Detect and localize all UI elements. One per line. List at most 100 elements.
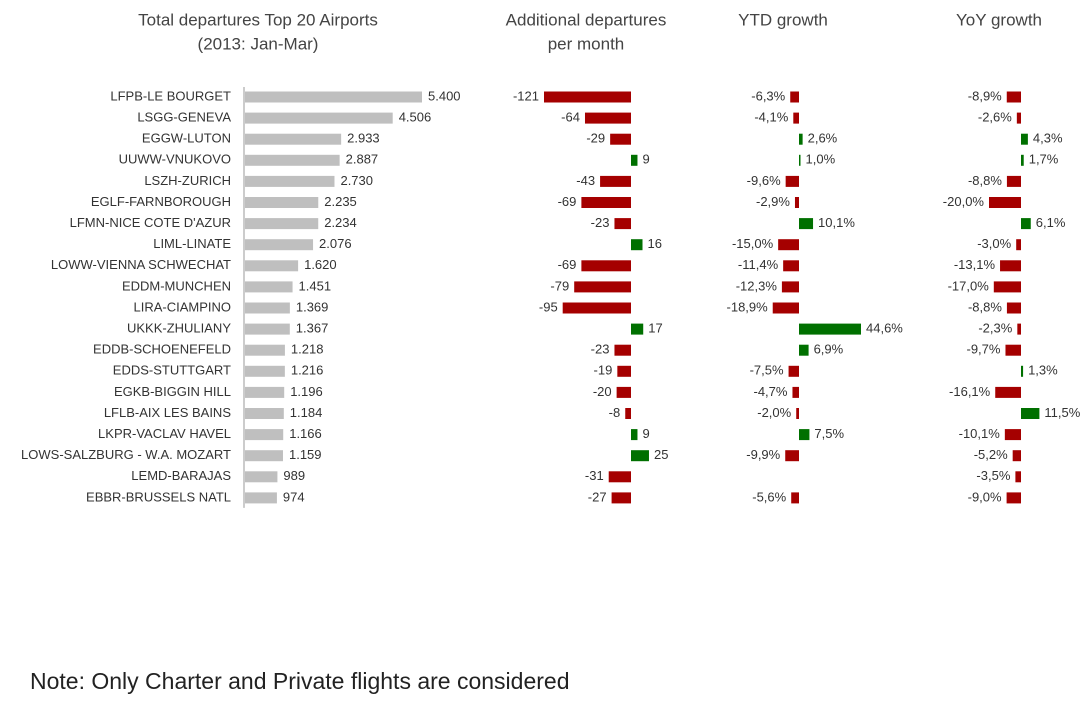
- additional-departures-title: per month: [548, 34, 625, 53]
- airport-label: EGKB-BIGGIN HILL: [114, 384, 231, 399]
- yoy-growth-bar: [1021, 218, 1031, 230]
- airport-label: UUWW-VNUKOVO: [119, 152, 231, 167]
- additional-departures-value: -23: [591, 342, 610, 357]
- ytd-growth-bar: [783, 260, 799, 272]
- yoy-growth-value: 1,7%: [1029, 152, 1059, 167]
- yoy-growth-bar: [1017, 323, 1021, 335]
- total-departures-value: 1.369: [296, 299, 329, 314]
- total-departures-bar: [245, 408, 284, 419]
- total-departures-value: 2.235: [324, 194, 357, 209]
- yoy-growth-value: -20,0%: [943, 194, 985, 209]
- total-departures-value: 989: [283, 468, 305, 483]
- additional-departures-value: -27: [588, 489, 607, 504]
- yoy-growth-value: -16,1%: [949, 384, 991, 399]
- additional-departures-bar: [631, 154, 638, 166]
- airport-label: LIML-LINATE: [153, 236, 231, 251]
- ytd-growth-bar: [790, 91, 799, 103]
- yoy-growth-value: -5,2%: [974, 447, 1008, 462]
- additional-departures-bar: [631, 450, 649, 462]
- ytd-growth-value: 1,0%: [806, 152, 836, 167]
- additional-departures-value: -29: [586, 131, 605, 146]
- total-departures-value: 1.620: [304, 257, 337, 272]
- yoy-growth-bar: [989, 197, 1021, 208]
- ytd-growth-value: -7,5%: [750, 363, 784, 378]
- airport-label: LKPR-VACLAV HAVEL: [98, 426, 231, 441]
- ytd-growth-value: -2,9%: [756, 194, 790, 209]
- ytd-growth-bar: [799, 344, 809, 356]
- total-departures-value: 1.166: [289, 426, 322, 441]
- additional-departures-bar: [631, 429, 638, 441]
- ytd-growth-value: -6,3%: [751, 88, 785, 103]
- yoy-growth-bar: [1006, 175, 1021, 187]
- additional-departures-bar: [562, 302, 631, 314]
- additional-departures-value: 9: [642, 426, 649, 441]
- total-departures-bar: [245, 386, 285, 398]
- ytd-growth-value: -12,3%: [736, 278, 778, 293]
- additional-departures-value: 16: [648, 236, 662, 251]
- yoy-growth-value: -17,0%: [948, 278, 990, 293]
- ytd-growth-value: -15,0%: [732, 236, 774, 251]
- additional-departures-value: -69: [558, 257, 577, 272]
- airport-label: EGLF-FARNBOROUGH: [91, 194, 231, 209]
- ytd-growth-bar: [799, 429, 810, 441]
- yoy-growth-bar: [1021, 365, 1024, 377]
- total-departures-value: 2.234: [324, 215, 357, 230]
- ytd-growth-value: -11,4%: [738, 257, 779, 272]
- airport-label: LSZH-ZURICH: [144, 173, 231, 188]
- ytd-growth-bar: [785, 450, 799, 462]
- yoy-growth-value: 11,5%: [1044, 405, 1080, 420]
- yoy-growth-bar: [1004, 429, 1021, 441]
- additional-departures-value: -20: [593, 384, 612, 399]
- chart-titles: Total departures Top 20 Airports (2013: J…: [138, 10, 1042, 53]
- ytd-growth-value: 7,5%: [814, 426, 844, 441]
- yoy-growth-value: 1,3%: [1028, 363, 1058, 378]
- total-departures-value: 2.730: [340, 173, 373, 188]
- total-departures-value: 1.367: [296, 321, 329, 336]
- ytd-growth-value: 10,1%: [818, 215, 855, 230]
- airport-label: EBBR-BRUSSELS NATL: [86, 489, 231, 504]
- airport-label: LOWS-SALZBURG - W.A. MOZART: [21, 447, 231, 462]
- yoy-growth-value: -3,5%: [976, 468, 1010, 483]
- airport-label: EGGW-LUTON: [142, 131, 231, 146]
- ytd-growth-chart: -6,3% -4,1% 2,6% 1,0% -9,6% -2,9% 10,1% -15,0% -…: [727, 88, 904, 504]
- additional-departures-bar: [631, 239, 643, 251]
- yoy-growth-bar: [1000, 260, 1021, 272]
- yoy-growth-bar: [1015, 471, 1021, 483]
- total-departures-value: 4.506: [399, 110, 432, 125]
- yoy-growth-bar: [1006, 492, 1021, 504]
- additional-departures-chart: -121 -64 -29 9 -43 -69 -23 16 -69 -79 -95 17 -23 -19 -…: [513, 88, 668, 504]
- airport-label: UKKK-ZHULIANY: [127, 321, 231, 336]
- yoy-growth-value: -3,0%: [977, 236, 1011, 251]
- ytd-growth-bar: [799, 133, 803, 145]
- additional-departures-title: Additional departures: [506, 10, 667, 29]
- ytd-growth-bar: [796, 408, 799, 419]
- total-departures-bar: [245, 302, 290, 314]
- airport-label: LEMD-BARAJAS: [131, 468, 231, 483]
- yoy-growth-title: YoY growth: [956, 10, 1042, 29]
- total-departures-subtitle: (2013: Jan-Mar): [198, 34, 319, 53]
- yoy-growth-value: 4,3%: [1033, 131, 1063, 146]
- airport-labels: LFPB-LE BOURGET LSGG-GENEVA EGGW-LUTON UUWW…: [21, 88, 231, 504]
- yoy-growth-chart: -8,9% -2,6% 4,3% 1,7% -8,8% -20,0% 6,1% -3,0% -1…: [943, 88, 1081, 504]
- ytd-growth-value: -9,9%: [746, 447, 780, 462]
- additional-departures-value: 25: [654, 447, 668, 462]
- yoy-growth-value: -10,1%: [959, 426, 1001, 441]
- total-departures-value: 2.887: [346, 152, 379, 167]
- ytd-growth-bar: [791, 492, 799, 504]
- additional-departures-value: -19: [594, 363, 613, 378]
- additional-departures-bar: [581, 197, 631, 208]
- additional-departures-bar: [614, 344, 631, 356]
- ytd-growth-bar: [799, 154, 801, 166]
- additional-departures-bar: [616, 386, 631, 398]
- ytd-growth-bar: [781, 281, 799, 293]
- total-departures-title: Total departures Top 20 Airports: [138, 10, 378, 29]
- airport-label: EDDS-STUTTGART: [113, 363, 231, 378]
- total-departures-value: 1.196: [290, 384, 323, 399]
- yoy-growth-bar: [1016, 239, 1021, 251]
- ytd-growth-title: YTD growth: [738, 10, 828, 29]
- ytd-growth-value: 6,9%: [814, 342, 844, 357]
- total-departures-bar: [245, 218, 319, 230]
- yoy-growth-value: -8,8%: [968, 299, 1002, 314]
- yoy-growth-bar: [995, 386, 1021, 398]
